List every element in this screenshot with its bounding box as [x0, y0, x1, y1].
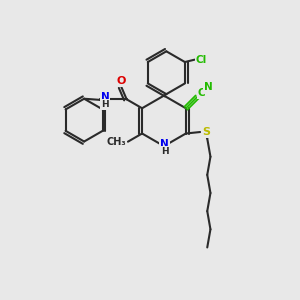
Text: O: O	[116, 76, 125, 86]
Text: H: H	[101, 100, 109, 109]
Text: Cl: Cl	[196, 55, 207, 64]
Text: N: N	[160, 139, 169, 149]
Text: C: C	[198, 88, 206, 98]
Text: H: H	[161, 147, 168, 156]
Text: N: N	[204, 82, 213, 92]
Text: N: N	[100, 92, 109, 102]
Text: S: S	[202, 127, 210, 137]
Text: CH₃: CH₃	[107, 137, 126, 147]
